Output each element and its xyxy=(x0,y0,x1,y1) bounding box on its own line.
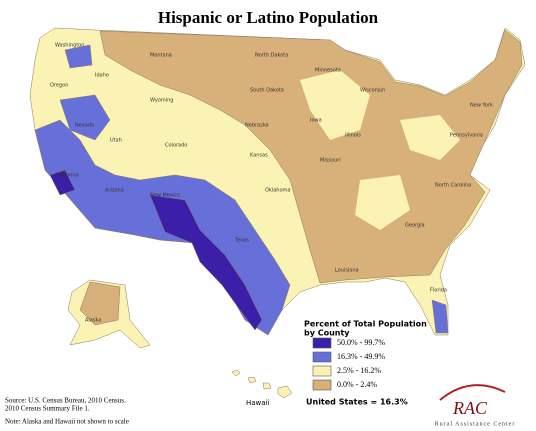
map-label: Idaho xyxy=(95,73,109,79)
logo-subtitle: Rural Assistance Center xyxy=(435,421,516,427)
darkblue-region xyxy=(49,169,263,331)
map-label: Florida xyxy=(430,288,447,294)
map-label: North Carolina xyxy=(435,183,471,189)
map-label: Wyoming xyxy=(150,98,173,104)
map-label: Alaska xyxy=(85,318,101,324)
map-label: Wisconsin xyxy=(360,88,385,94)
tan-region xyxy=(99,29,523,284)
map-label: Missouri xyxy=(320,158,341,164)
legend-label: 16.3% - 49.9% xyxy=(337,352,385,361)
map-label: Arizona xyxy=(105,188,124,194)
map-label: Georgia xyxy=(405,223,425,229)
alaska-tan xyxy=(79,281,121,326)
summary: United States = 16.3% xyxy=(306,398,408,407)
light-region xyxy=(300,70,460,230)
map-label: Minnesota xyxy=(315,68,341,74)
legend-label: 2.5% - 16.2% xyxy=(337,366,381,375)
legend-title: Percent of Total Population xyxy=(304,320,427,329)
legend-swatch xyxy=(312,351,332,363)
map-label: Illinois xyxy=(345,133,361,139)
hawaii xyxy=(231,369,293,399)
map-label: California xyxy=(55,173,79,179)
legend-label: 0.0% - 2.4% xyxy=(337,380,377,389)
legend-label: 50.0% - 99.7% xyxy=(337,338,385,347)
map-label: Washington xyxy=(55,43,84,49)
map-label: North Dakota xyxy=(255,53,288,59)
blue-region-north xyxy=(59,44,111,141)
legend-swatch xyxy=(312,337,332,349)
map-label: Louisiana xyxy=(335,268,359,274)
map-label: Pennsylvania xyxy=(450,133,483,139)
florida-blue xyxy=(431,299,449,334)
logo-name: RAC xyxy=(452,398,488,418)
map xyxy=(29,27,526,399)
map-label: New York xyxy=(470,103,493,109)
map-label: Montana xyxy=(150,53,172,59)
logo: RAC Rural Assistance Center xyxy=(435,384,516,427)
source: 2010 Census Summary File 1. xyxy=(5,405,90,413)
legend-title: by County xyxy=(304,329,350,338)
source: Source: U.S. Census Bureau, 2010 Census. xyxy=(5,397,126,405)
map-label: Texas xyxy=(234,238,249,244)
legend-swatch xyxy=(312,365,332,377)
map-label: New Mexico xyxy=(150,193,180,199)
map-label: Oklahoma xyxy=(265,188,290,194)
map-label: South Dakota xyxy=(250,88,284,94)
map-label: Kansas xyxy=(250,153,268,159)
legend-swatch xyxy=(312,379,332,391)
map-label: Oregon xyxy=(50,83,68,89)
map-label: Iowa xyxy=(310,118,322,124)
map-label: Colorado xyxy=(165,143,187,149)
map-label: Utah xyxy=(110,138,122,144)
map-label: Nevada xyxy=(75,123,94,129)
title: Hispanic or Latino Population xyxy=(158,8,379,27)
map-label: Nebraska xyxy=(245,123,269,129)
map-label: Hawaii xyxy=(246,399,270,407)
note: Note: Alaska and Hawaii not shown to sca… xyxy=(5,418,129,426)
